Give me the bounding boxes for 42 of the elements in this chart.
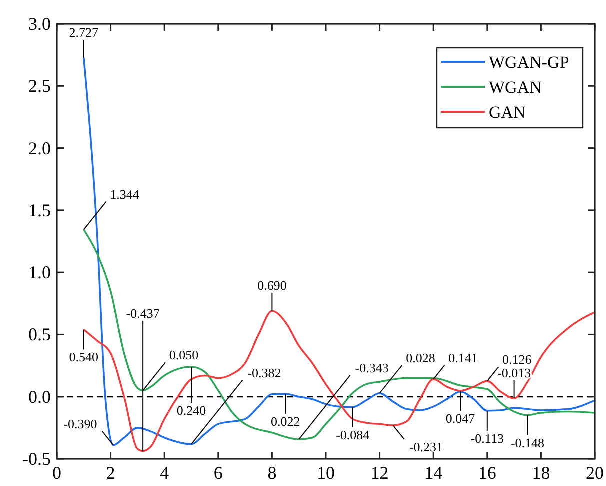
annotation: -0.013 bbox=[498, 365, 532, 380]
y-tick-label: 2.5 bbox=[28, 76, 51, 96]
annotation: -0.084 bbox=[336, 427, 370, 442]
y-tick-label: 1.5 bbox=[28, 200, 51, 220]
annotation: 0.540 bbox=[69, 350, 99, 365]
annotation: -0.437 bbox=[126, 306, 160, 322]
annotation: -0.382 bbox=[248, 365, 282, 380]
legend-label: WGAN bbox=[489, 78, 542, 97]
legend-label: GAN bbox=[489, 103, 526, 122]
x-tick-label: 18 bbox=[532, 463, 550, 483]
y-tick-label: 0.0 bbox=[28, 386, 51, 407]
y-tick-label: 2.0 bbox=[28, 138, 51, 158]
y-tick-label: 0.5 bbox=[28, 324, 51, 345]
annotation: 0.240 bbox=[176, 403, 206, 418]
y-tick-label: 1.0 bbox=[28, 262, 51, 283]
annotation: 1.344 bbox=[110, 186, 140, 202]
annotation: -0.113 bbox=[470, 430, 504, 446]
annotation: 0.028 bbox=[406, 350, 436, 366]
y-tick-label: -0.5 bbox=[22, 449, 51, 469]
x-tick-label: 0 bbox=[52, 463, 62, 483]
x-tick-label: 6 bbox=[214, 463, 223, 483]
x-tick-label: 16 bbox=[478, 463, 496, 483]
annotation: -0.390 bbox=[64, 416, 98, 432]
x-tick-label: 2 bbox=[106, 463, 116, 483]
annotation: 0.050 bbox=[169, 348, 199, 363]
annotation: 2.727 bbox=[69, 24, 100, 40]
x-tick-label: 12 bbox=[370, 463, 389, 483]
annotation: -0.231 bbox=[409, 440, 444, 455]
x-tick-label: 10 bbox=[317, 463, 335, 483]
y-tick-label: 3.0 bbox=[28, 14, 51, 34]
x-tick-label: 20 bbox=[586, 463, 604, 483]
x-tick-label: 14 bbox=[424, 463, 443, 483]
annotation: 0.022 bbox=[271, 414, 300, 430]
annotation: 0.141 bbox=[448, 350, 478, 366]
annotation: -0.343 bbox=[355, 360, 389, 376]
annotation: 0.126 bbox=[502, 352, 532, 368]
legend-label: WGAN-GP bbox=[489, 53, 570, 72]
x-tick-label: 8 bbox=[268, 463, 277, 483]
annotation: -0.148 bbox=[510, 435, 545, 450]
x-tick-label: 4 bbox=[160, 463, 170, 483]
annotation: 0.690 bbox=[258, 278, 287, 294]
annotation: 0.047 bbox=[446, 411, 476, 426]
